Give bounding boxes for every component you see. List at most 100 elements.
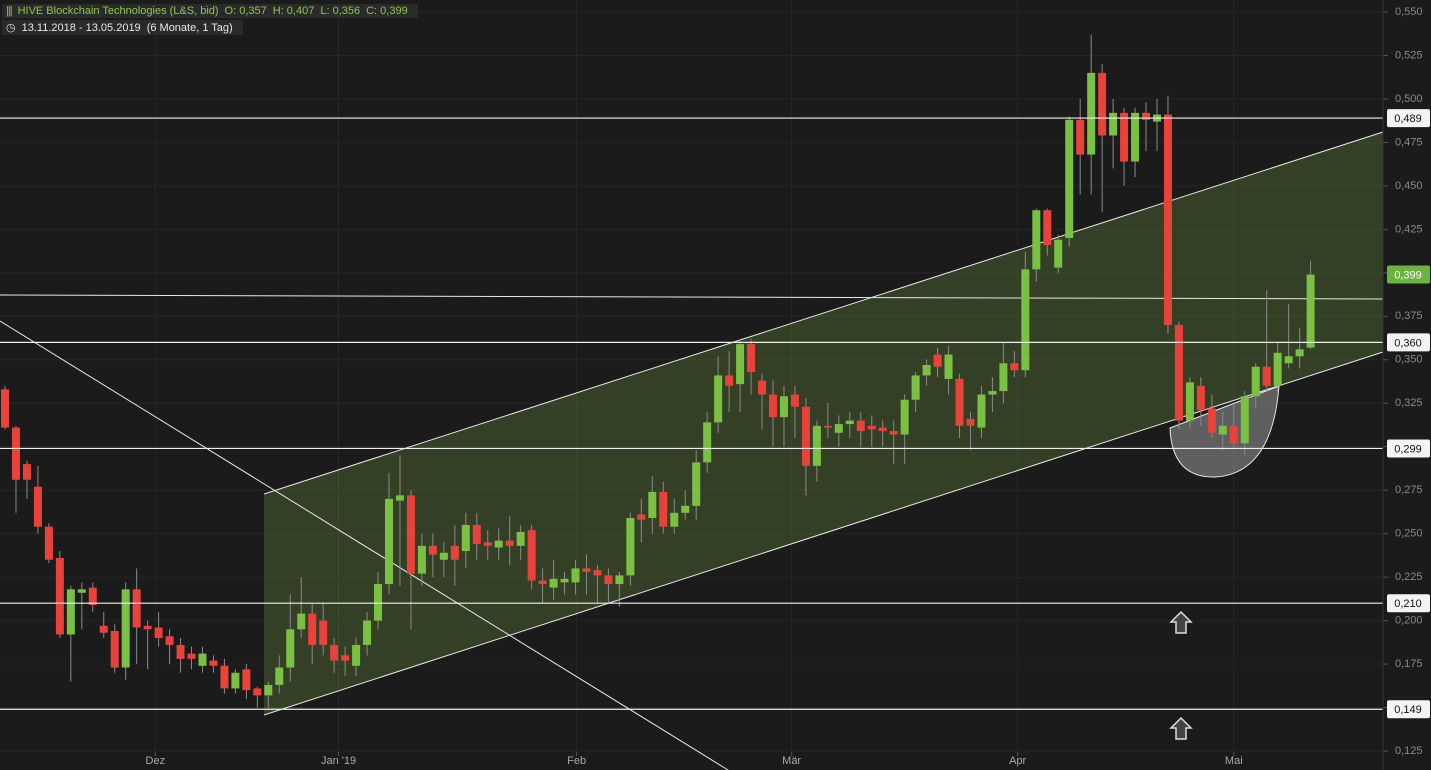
y-tick-label: 0,250: [1395, 528, 1423, 540]
close-value: C: 0,399: [366, 5, 408, 17]
candle-body: [834, 424, 843, 433]
candle-body: [1284, 356, 1293, 364]
candle-body: [725, 375, 734, 386]
levels: 0,489 0,360 0,299 0,210 0,149 0,399: [0, 109, 1430, 719]
candle-body: [1174, 324, 1183, 421]
level-label: 0,360: [1394, 337, 1422, 349]
candle-body: [747, 344, 756, 372]
candle-body: [549, 578, 558, 588]
candle-body: [944, 354, 953, 379]
candle-body: [187, 653, 196, 659]
candle-body: [330, 644, 339, 661]
candle-body: [1229, 425, 1238, 444]
candle-body: [823, 425, 832, 428]
candle-body: [33, 486, 42, 527]
candle-body: [560, 578, 569, 583]
candle-body: [812, 425, 821, 466]
candle-body: [176, 644, 185, 659]
candle-body: [1010, 363, 1019, 371]
candle-body: [11, 427, 20, 480]
candle-body: [1109, 112, 1118, 136]
candle-body: [516, 531, 525, 546]
candle-body: [571, 568, 580, 583]
level-box: [1387, 333, 1430, 352]
y-tick-label: 0,350: [1395, 354, 1423, 366]
y-tick-label: 0,500: [1395, 93, 1423, 105]
candle-body: [66, 589, 75, 635]
resistance-line: [0, 294, 1384, 300]
candle-body: [1207, 408, 1216, 433]
x-tick-label: Mär: [782, 755, 801, 767]
candle-body: [582, 568, 591, 572]
header-quote: ||| HIVE Blockchain Technologies (L&S, bi…: [2, 4, 418, 18]
candle-body: [242, 669, 251, 691]
channel-lower: [263, 351, 1384, 716]
candle-body: [1032, 210, 1041, 270]
candle-body: [154, 627, 163, 638]
y-tick-label: 0,425: [1395, 223, 1423, 235]
candle-body: [1196, 385, 1205, 411]
candle-body: [1021, 269, 1030, 371]
candle-body: [165, 636, 174, 645]
candle-body: [692, 462, 701, 506]
candle-body: [505, 540, 514, 546]
candle-body: [779, 396, 788, 418]
downtrend-line: [0, 320, 729, 770]
candle-body: [648, 491, 657, 518]
y-tick-label: 0,125: [1395, 745, 1423, 757]
candle-body: [1262, 366, 1271, 386]
y-tick-label: 0,450: [1395, 180, 1423, 192]
candle-body: [264, 684, 273, 696]
candle-body: [286, 629, 295, 668]
candle-body: [198, 653, 207, 666]
clock-icon: ◷: [6, 22, 16, 34]
candle-body: [143, 625, 152, 630]
candle-body: [253, 688, 262, 696]
candle-body: [1043, 210, 1052, 246]
candle-body: [1273, 352, 1282, 386]
y-tick-label: 0,200: [1395, 614, 1423, 626]
candle-body: [1240, 396, 1249, 444]
candle-body: [1098, 72, 1107, 136]
candle-body: [637, 514, 646, 520]
candle-body: [494, 540, 503, 548]
candle-body: [538, 580, 547, 585]
candle-body: [121, 589, 130, 668]
candle-body: [1065, 119, 1074, 239]
candle-body: [703, 422, 712, 463]
candle-body: [758, 380, 767, 395]
candle-body: [670, 512, 679, 527]
period: 13.11.2018 - 13.05.2019: [21, 22, 141, 34]
y-tick-label: 0,525: [1395, 49, 1423, 61]
candle-body: [867, 425, 876, 430]
candle-body: [395, 495, 404, 501]
last-price-box: [1387, 265, 1430, 284]
y-tick-label: 0,325: [1395, 397, 1423, 409]
candle-body: [1163, 114, 1172, 325]
candle-body: [132, 589, 141, 628]
candle-body: [659, 491, 668, 527]
candle-body: [231, 672, 240, 689]
candle-body: [1076, 119, 1085, 155]
candle-body: [922, 364, 931, 376]
candle-body: [439, 552, 448, 560]
candle-body: [626, 517, 635, 576]
y-tick-label: 0,475: [1395, 136, 1423, 148]
candle-body: [878, 427, 887, 432]
level-label: 0,299: [1394, 443, 1422, 455]
candle-body: [428, 545, 437, 555]
candle-body: [308, 613, 317, 645]
candle-body: [604, 575, 613, 585]
candle-body: [417, 545, 426, 574]
candle-body: [99, 625, 108, 633]
arrow-up: [1169, 716, 1193, 740]
candle-body: [714, 375, 723, 423]
candle-body: [527, 530, 536, 581]
level-label: 0,149: [1394, 704, 1422, 716]
candle-body: [1306, 274, 1315, 348]
candle-body: [319, 620, 328, 645]
candle-body: [999, 363, 1008, 392]
range: (6 Monate, 1 Tag): [146, 22, 233, 34]
